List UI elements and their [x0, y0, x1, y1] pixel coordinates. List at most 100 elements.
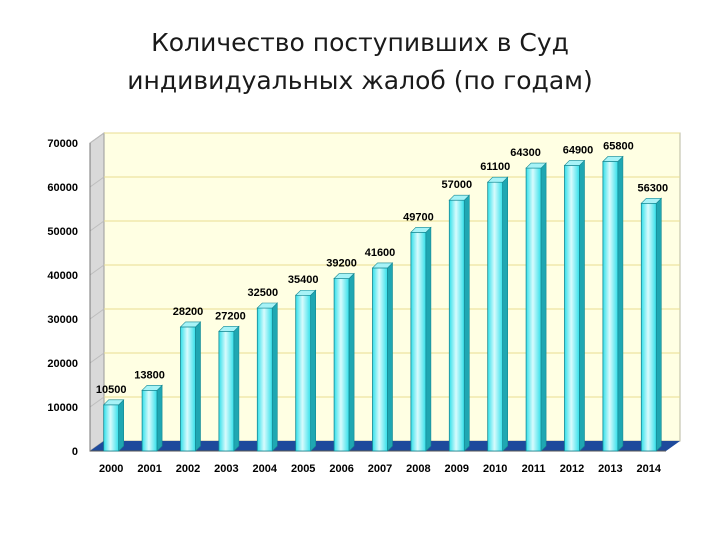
data-label: 32500 — [248, 287, 279, 299]
data-label: 64900 — [563, 144, 594, 156]
x-tick-label: 2000 — [99, 463, 123, 475]
y-tick-label: 70000 — [47, 138, 78, 150]
x-tick-label: 2003 — [214, 463, 238, 475]
x-tick-label: 2001 — [137, 463, 161, 475]
gridline-side — [89, 308, 105, 320]
bar-side — [310, 289, 317, 452]
data-label: 13800 — [134, 369, 165, 381]
x-tick-label: 2013 — [598, 463, 622, 475]
x-tick-label: 2002 — [176, 463, 200, 475]
gridline-side — [89, 220, 105, 232]
x-tick-label: 2008 — [406, 463, 430, 475]
bar-side — [348, 272, 355, 452]
chart-side-wall — [89, 132, 105, 452]
bar-side — [195, 321, 201, 452]
gridline-side — [89, 396, 105, 408]
bar-2012 — [563, 159, 586, 452]
bar-front — [640, 202, 657, 452]
y-tick-label: 50000 — [47, 226, 78, 238]
gridline-side — [89, 264, 105, 276]
bar-2010 — [486, 176, 509, 452]
title-line-1: Количество поступивших в Суд — [151, 28, 569, 57]
y-tick-label: 0 — [72, 446, 78, 458]
bar-top — [563, 160, 586, 166]
y-tick-label: 40000 — [47, 270, 78, 282]
bar-front — [372, 267, 388, 452]
bar-front — [295, 294, 312, 452]
data-label: 61100 — [480, 161, 510, 173]
bar-2011 — [525, 162, 547, 452]
x-tick-label: 2012 — [560, 463, 584, 475]
bar-top — [218, 326, 240, 332]
bar-side — [579, 159, 585, 452]
bar-2009 — [448, 194, 471, 452]
y-tick-label: 60000 — [47, 182, 78, 194]
data-label: 10500 — [96, 384, 127, 396]
bar-side — [540, 162, 547, 452]
bar-top — [333, 273, 355, 279]
bar-2001 — [141, 384, 163, 452]
gridline-side — [89, 176, 105, 188]
bar-front — [333, 278, 350, 452]
bar-2000 — [102, 399, 125, 452]
bar-2014 — [640, 197, 663, 452]
bar-2002 — [179, 321, 202, 452]
data-label: 65800 — [603, 140, 634, 152]
data-label: 35400 — [288, 274, 319, 286]
bar-top — [179, 321, 202, 328]
bar-front — [410, 231, 427, 452]
data-label: 56300 — [638, 182, 669, 194]
data-label: 28200 — [173, 306, 204, 318]
bar-front — [564, 165, 580, 452]
bar-top — [448, 194, 471, 201]
data-label: 64300 — [510, 147, 541, 159]
slide-title: Количество поступивших в Суд индивидуаль… — [0, 24, 720, 100]
gridline-side — [89, 132, 105, 144]
y-tick-label: 30000 — [47, 314, 78, 326]
bar-2003 — [218, 325, 240, 452]
bar-top — [256, 302, 279, 309]
bar-top — [102, 399, 125, 406]
bar-front — [141, 389, 158, 452]
x-tick-label: 2010 — [483, 463, 507, 475]
data-label: 41600 — [365, 247, 396, 259]
bar-top — [410, 227, 432, 233]
data-label: 39200 — [326, 258, 357, 270]
x-tick-label: 2009 — [445, 463, 469, 475]
bar-front — [525, 167, 542, 452]
bar-front — [180, 326, 196, 452]
x-tick-label: 2005 — [291, 463, 315, 475]
data-label: 49700 — [403, 211, 434, 223]
y-tick-label: 10000 — [47, 402, 78, 414]
bar-front — [448, 199, 465, 452]
bar-side — [655, 197, 662, 452]
bar-side — [156, 384, 163, 452]
gridline-side — [89, 352, 105, 364]
bar-2008 — [410, 226, 432, 452]
x-tick-label: 2007 — [368, 463, 392, 475]
bar-front — [103, 404, 120, 452]
bar-front — [602, 161, 619, 452]
bar-top — [640, 197, 663, 204]
bar-side — [118, 399, 124, 452]
bar-2005 — [294, 289, 317, 452]
bar-side — [425, 226, 432, 452]
bar-side — [502, 176, 509, 452]
x-tick-label: 2004 — [253, 463, 278, 475]
bar-top — [602, 156, 624, 162]
bar-2007 — [371, 262, 394, 452]
data-label: 27200 — [215, 310, 246, 322]
bar-2006 — [333, 272, 355, 452]
bar-side — [617, 155, 624, 452]
title-line-2: индивидуальных жалоб (по годам) — [127, 66, 593, 95]
bar-top — [371, 262, 394, 269]
bar-2004 — [256, 302, 279, 452]
x-tick-label: 2011 — [522, 463, 546, 475]
x-tick-label: 2014 — [637, 463, 662, 475]
bar-top — [486, 176, 509, 183]
bar-side — [233, 325, 240, 452]
bar-front — [218, 330, 235, 452]
data-label: 57000 — [442, 179, 473, 191]
x-tick-label: 2006 — [329, 463, 353, 475]
